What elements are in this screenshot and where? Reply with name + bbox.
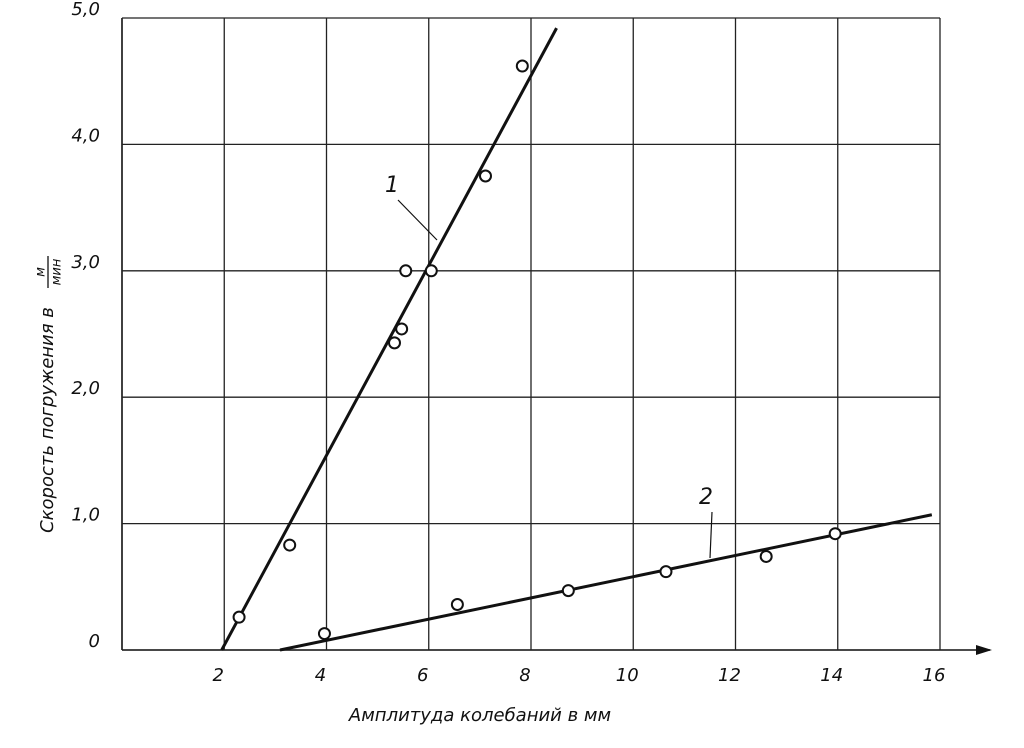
data-point	[515, 59, 529, 73]
data-point	[387, 336, 401, 350]
data-point	[659, 565, 673, 579]
data-point	[232, 610, 246, 624]
data-point	[561, 584, 575, 598]
x-axis-label: Амплитуда колебаний в мм	[348, 705, 611, 726]
x-tick-label: 12	[718, 665, 741, 686]
data-point	[828, 527, 842, 541]
series-label: 2	[699, 485, 713, 510]
data-point	[424, 264, 438, 278]
x-tick-label: 10	[616, 665, 639, 686]
data-point	[450, 597, 464, 611]
y-tick-label: 1,0	[71, 505, 100, 526]
data-point	[395, 322, 409, 336]
y-tick-label: 2,0	[71, 378, 100, 399]
series-label: 1	[385, 173, 399, 198]
fit-line	[279, 513, 933, 652]
x-tick-label: 16	[923, 665, 946, 686]
y-axis-label: Скорость погружения в	[37, 307, 58, 533]
y-tick-label: 0	[89, 631, 100, 652]
y-axis-label-group: Скорость погружения в м мин	[34, 256, 65, 533]
data-point	[283, 538, 297, 552]
data-point	[759, 549, 773, 563]
leader-line	[397, 199, 438, 241]
y-tick-label: 4,0	[71, 125, 100, 146]
x-tick-label: 14	[820, 665, 843, 686]
y-unit-numerator: м	[34, 267, 49, 277]
fit-line	[220, 27, 558, 651]
data-point	[478, 169, 492, 183]
x-tick-label: 2	[213, 665, 224, 686]
y-tick-label: 5,0	[71, 0, 100, 20]
x-tick-label: 4	[315, 665, 326, 686]
x-axis-arrow	[976, 645, 992, 655]
data-point	[399, 264, 413, 278]
y-tick-label: 3,0	[71, 252, 100, 273]
leader-line	[709, 511, 713, 559]
data-point	[317, 627, 331, 641]
x-tick-label: 6	[417, 665, 428, 686]
y-unit-denominator: мин	[50, 258, 65, 285]
x-tick-label: 8	[519, 665, 530, 686]
